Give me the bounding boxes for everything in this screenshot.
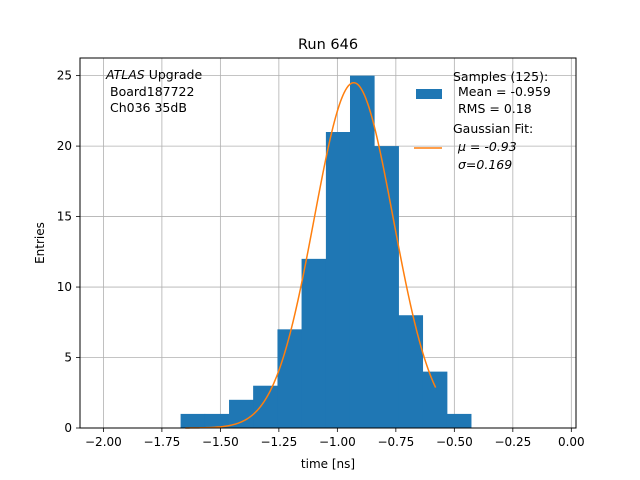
atlas-annotation: ATLAS Upgrade Board187722 Ch036 35dB (105, 67, 202, 115)
legend: Samples (125): Mean = -0.959 RMS = 0.18 … (414, 69, 551, 172)
histogram-bar (180, 413, 206, 428)
legend-rms: RMS = 0.18 (458, 101, 532, 116)
y-tick-label: 0 (64, 421, 72, 435)
annotation-board: Board187722 (110, 84, 194, 99)
y-axis-ticks: 0 5 10 15 20 25 (57, 69, 80, 435)
histogram-bar (301, 258, 327, 428)
histogram-bar (398, 315, 424, 428)
x-tick-label: 0.00 (558, 435, 585, 449)
histogram-bar (374, 146, 399, 428)
histogram-bar (229, 399, 254, 428)
histogram-bars (180, 75, 472, 428)
legend-fit-label: Gaussian Fit: (453, 121, 533, 136)
histogram-bar (325, 132, 351, 428)
legend-samples-label: Samples (125): (453, 69, 548, 84)
x-axis-ticks: −2.00 −1.75 −1.50 −1.25 −1.00 −0.75 −0.50 −0.25… (85, 428, 585, 449)
y-tick-label: 20 (57, 139, 72, 153)
histogram-bar (446, 413, 472, 428)
histogram-bar (422, 371, 448, 428)
legend-mean: Mean = -0.959 (458, 84, 551, 99)
x-tick-label: −1.00 (319, 435, 356, 449)
y-tick-label: 10 (57, 280, 72, 294)
gaussian-fit-curve (185, 81, 437, 429)
y-axis-title: Entries (33, 222, 47, 264)
x-tick-label: −1.75 (143, 435, 180, 449)
x-tick-label: −0.50 (436, 435, 473, 449)
x-tick-label: −0.75 (377, 435, 414, 449)
legend-histogram-swatch (416, 89, 442, 99)
x-tick-label: −2.00 (85, 435, 122, 449)
plot-frame (79, 57, 577, 429)
annotation-upgrade: Upgrade (145, 67, 203, 82)
legend-sigma: σ=0.169 (458, 157, 512, 172)
x-axis-title: time [ns] (301, 457, 355, 471)
histogram-bar (277, 329, 303, 428)
x-tick-label: −1.50 (202, 435, 239, 449)
y-tick-label: 25 (57, 69, 72, 83)
x-tick-label: −0.25 (494, 435, 531, 449)
y-tick-label: 15 (57, 210, 72, 224)
y-tick-label: 5 (64, 351, 72, 365)
annotation-line-1: ATLAS Upgrade (105, 67, 202, 82)
legend-mu: μ = -0.93 (457, 139, 517, 154)
annotation-atlas-italic: ATLAS (105, 67, 145, 82)
histogram-bar (253, 385, 278, 428)
histogram-bar (204, 413, 230, 428)
chart-title: Run 646 (298, 37, 358, 53)
x-tick-label: −1.25 (260, 435, 297, 449)
annotation-channel: Ch036 35dB (110, 100, 187, 115)
histogram-bar (349, 75, 375, 428)
